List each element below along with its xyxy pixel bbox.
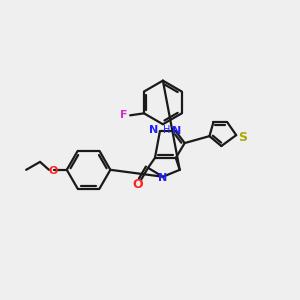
Text: S: S: [238, 130, 247, 144]
Text: O: O: [133, 178, 143, 191]
Text: N: N: [149, 125, 158, 135]
Text: F: F: [120, 110, 128, 120]
Text: N: N: [172, 126, 182, 136]
Text: O: O: [48, 166, 58, 176]
Text: N: N: [158, 173, 167, 183]
Text: H: H: [163, 125, 170, 135]
